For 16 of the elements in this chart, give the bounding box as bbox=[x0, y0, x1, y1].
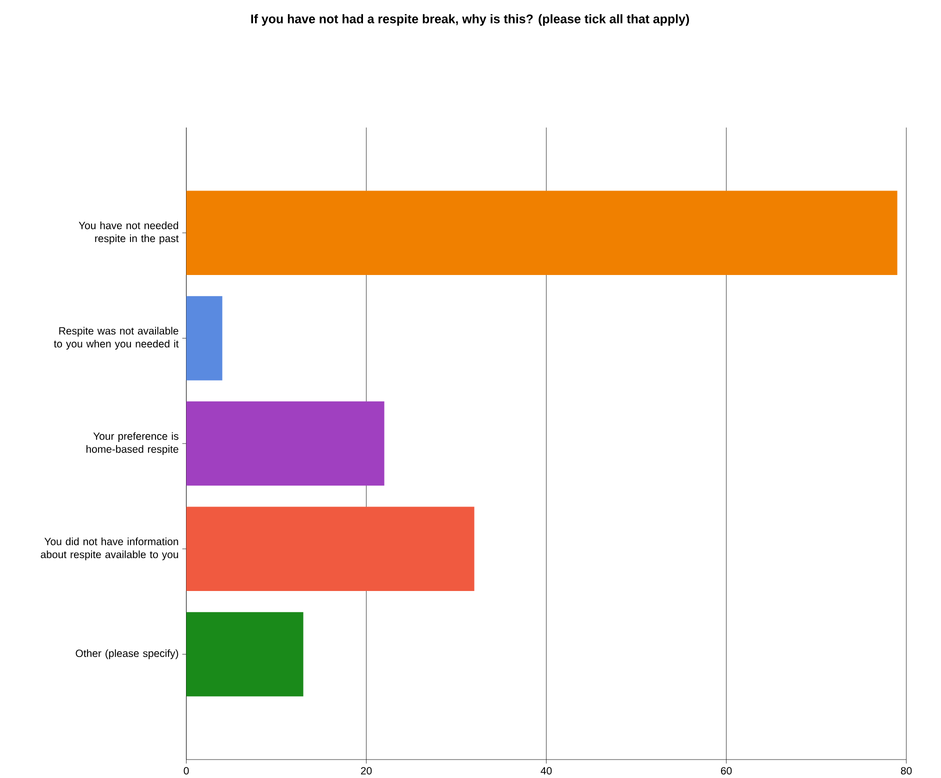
x-tick-label: 60 bbox=[721, 767, 732, 775]
bar bbox=[186, 402, 384, 486]
y-tick-label: You did not have information about respite available to you bbox=[40, 538, 178, 560]
bar bbox=[186, 612, 304, 696]
bar bbox=[186, 190, 898, 276]
y-tick-label: Other (please specify) bbox=[76, 649, 178, 660]
x-tick-label: 80 bbox=[900, 767, 912, 775]
bar bbox=[186, 506, 474, 592]
x-tick-label: 20 bbox=[361, 767, 372, 775]
y-tick-label: You have not needed respite in the past bbox=[78, 222, 179, 244]
x-tick-label: 40 bbox=[540, 767, 552, 775]
bar bbox=[186, 296, 222, 380]
x-tick-label: 0 bbox=[184, 767, 189, 775]
y-tick-label: Your preference is home-based respite bbox=[86, 432, 178, 455]
y-tick-label: Respite was not available to you when you needed it bbox=[54, 326, 179, 350]
chart-title: If you have not had a respite break, why is this? (please tick all that apply) bbox=[251, 14, 689, 26]
